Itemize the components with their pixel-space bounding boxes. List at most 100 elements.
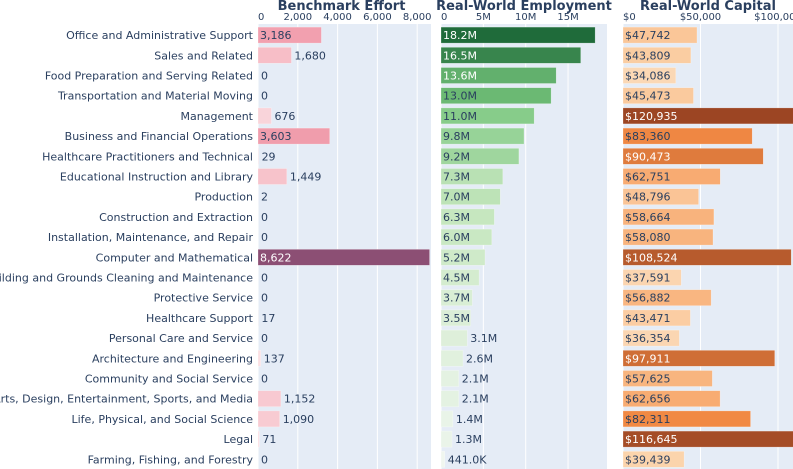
bar bbox=[440, 289, 473, 306]
bar bbox=[257, 26, 322, 44]
data-label: 1,152 bbox=[284, 393, 316, 406]
data-label: $82,311 bbox=[625, 413, 671, 426]
data-label: 8,622 bbox=[260, 251, 292, 264]
category-label: Architecture and Engineering bbox=[92, 352, 253, 365]
data-label: 0 bbox=[261, 70, 268, 83]
bar bbox=[257, 148, 259, 165]
category-label: Computer and Mathematical bbox=[96, 251, 253, 264]
tick-label: 4,000 bbox=[323, 12, 352, 23]
tick-label: 2,000 bbox=[283, 12, 312, 23]
bar bbox=[622, 127, 753, 145]
category-label: Personal Care and Service bbox=[109, 332, 253, 345]
data-label: 0 bbox=[261, 211, 268, 224]
tick-label: $0 bbox=[623, 12, 636, 23]
data-label: 3,186 bbox=[260, 29, 292, 42]
data-label: $34,086 bbox=[625, 70, 671, 83]
bar bbox=[440, 67, 557, 84]
panel-title: Benchmark Effort bbox=[278, 0, 406, 14]
bar bbox=[622, 289, 712, 306]
bar bbox=[257, 168, 288, 185]
data-label: $108,524 bbox=[625, 251, 678, 264]
data-label: 11.0M bbox=[443, 110, 477, 123]
bar bbox=[440, 87, 552, 104]
bar bbox=[622, 26, 698, 44]
bar bbox=[622, 350, 776, 367]
data-label: 2.1M bbox=[462, 393, 489, 406]
category-label: Life, Physical, and Social Science bbox=[72, 413, 254, 426]
bar bbox=[440, 370, 460, 387]
data-label: 0 bbox=[261, 90, 268, 103]
tick-label: 6,000 bbox=[363, 12, 392, 23]
bar bbox=[622, 309, 691, 327]
bar bbox=[622, 148, 764, 165]
data-label: 13.0M bbox=[443, 90, 477, 103]
category-label: Management bbox=[181, 110, 254, 123]
data-label: 5.2M bbox=[443, 251, 470, 264]
bar bbox=[440, 309, 471, 327]
bar bbox=[257, 107, 272, 125]
category-label: Arts, Design, Entertainment, Sports, and… bbox=[0, 393, 253, 406]
data-label: $58,080 bbox=[625, 231, 671, 244]
data-label: 0 bbox=[261, 332, 268, 345]
bar bbox=[440, 228, 493, 246]
data-label: $58,664 bbox=[625, 211, 671, 224]
data-label: $62,751 bbox=[625, 171, 671, 184]
bar bbox=[440, 148, 520, 165]
data-label: 2.1M bbox=[462, 373, 489, 386]
bar bbox=[622, 107, 793, 125]
data-label: $56,882 bbox=[625, 292, 671, 305]
data-label: 3.1M bbox=[470, 332, 497, 345]
category-label: Food Preparation and Serving Related bbox=[45, 70, 253, 83]
category-label: Healthcare Support bbox=[146, 312, 254, 325]
data-label: 1.3M bbox=[455, 433, 482, 446]
category-label: Installation, Maintenance, and Repair bbox=[48, 231, 254, 244]
data-label: 441.0K bbox=[448, 453, 487, 466]
category-label: Building and Grounds Cleaning and Mainte… bbox=[0, 272, 253, 285]
bar bbox=[440, 410, 454, 428]
bar bbox=[440, 350, 464, 367]
data-label: $48,796 bbox=[625, 191, 671, 204]
bar bbox=[257, 410, 280, 428]
panel-title: Real-World Employment bbox=[436, 0, 612, 14]
data-label: 1.4M bbox=[456, 413, 483, 426]
data-label: 7.3M bbox=[443, 171, 470, 184]
data-label: 9.2M bbox=[443, 150, 470, 163]
data-label: $83,360 bbox=[625, 130, 671, 143]
data-label: $43,809 bbox=[625, 49, 671, 62]
bar bbox=[622, 329, 680, 347]
data-label: $90,473 bbox=[625, 150, 671, 163]
data-label: $120,935 bbox=[625, 110, 678, 123]
data-label: $57,625 bbox=[625, 373, 671, 386]
data-label: 137 bbox=[264, 352, 285, 365]
bar bbox=[622, 269, 682, 286]
data-label: 3,603 bbox=[260, 130, 292, 143]
bar bbox=[440, 168, 504, 185]
bar bbox=[622, 430, 793, 448]
category-label: Community and Social Service bbox=[85, 373, 253, 386]
data-label: 1,090 bbox=[283, 413, 315, 426]
tick-label: 0 bbox=[441, 12, 447, 23]
data-label: $97,911 bbox=[625, 352, 671, 365]
data-label: 6.3M bbox=[443, 211, 470, 224]
category-label: Transportation and Material Moving bbox=[57, 90, 253, 103]
data-label: 29 bbox=[262, 150, 276, 163]
bar bbox=[622, 208, 715, 226]
bar bbox=[622, 228, 714, 246]
category-label: Educational Instruction and Library bbox=[60, 171, 254, 184]
data-label: 6.0M bbox=[443, 231, 470, 244]
bar bbox=[440, 269, 480, 286]
data-label: 0 bbox=[261, 292, 268, 305]
data-label: $62,656 bbox=[625, 393, 671, 406]
data-label: $47,742 bbox=[625, 29, 671, 42]
tick-label: 8,000 bbox=[403, 12, 432, 23]
plot-area-0 bbox=[258, 24, 431, 469]
tick-label: 15M bbox=[557, 12, 578, 23]
data-label: $37,591 bbox=[625, 272, 671, 285]
bar bbox=[622, 47, 692, 64]
category-label: Sales and Related bbox=[154, 49, 253, 62]
data-label: 9.8M bbox=[443, 130, 470, 143]
bar bbox=[257, 430, 260, 448]
bar bbox=[440, 430, 453, 448]
data-label: 2 bbox=[261, 191, 268, 204]
bar bbox=[440, 249, 486, 266]
